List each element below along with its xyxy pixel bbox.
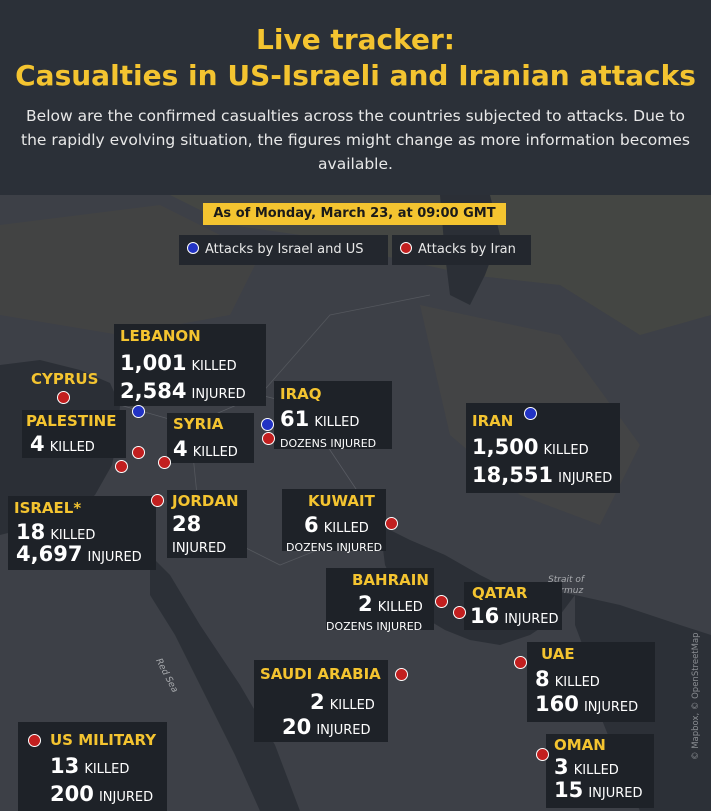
israel-box: ISRAEL* 18 KILLED 4,697 INJURED [8, 496, 156, 570]
lebanon-injured-row: 2,584 INJURED [120, 379, 246, 403]
iran-name: IRAN [472, 412, 514, 430]
lebanon-marker [132, 405, 145, 418]
palestine-name: PALESTINE [26, 412, 117, 430]
uae-killed-row: 8 KILLED [535, 667, 600, 691]
israel-injured-row: 4,697 INJURED [16, 542, 142, 566]
oman-box: OMAN 3 KILLED 15 INJURED [546, 734, 654, 808]
iraq-killed-row: 61 KILLED [280, 407, 360, 431]
oman-name: OMAN [554, 736, 606, 754]
israel-name: ISRAEL* [14, 499, 82, 517]
saudi-killed-row: 2 KILLED [310, 690, 375, 714]
palestine-box: PALESTINE 4 KILLED [22, 410, 126, 458]
jordan-value-row: 28 [172, 512, 202, 536]
iran-injured-row: 18,551 INJURED [472, 463, 613, 487]
blue-dot-icon [187, 242, 199, 254]
iraq-injured-row: DOZENS INJURED [280, 437, 377, 450]
subtitle: Below are the confirmed casualties acros… [21, 107, 690, 173]
map-credit: © Mapbox, © OpenStreetMap [691, 632, 701, 760]
qatar-name: QATAR [472, 584, 528, 602]
uae-marker [514, 656, 527, 669]
lebanon-killed-row: 1,001 KILLED [120, 351, 237, 375]
date-banner: As of Monday, March 23, at 09:00 GMT [203, 203, 506, 225]
saudi-name: SAUDI ARABIA [260, 665, 381, 683]
map-label-strait: Strait of Hormuz [548, 575, 585, 596]
bahrain-injured-row: DOZENS INJURED [326, 620, 423, 633]
kuwait-marker [385, 517, 398, 530]
uae-injured-row: 160 INJURED [535, 692, 639, 716]
us-military-box: US MILITARY 13 KILLED 200 INJURED [18, 722, 167, 811]
iraq-marker-red [262, 432, 275, 445]
cyprus-marker [57, 391, 70, 404]
legend-blue-label: Attacks by Israel and US [205, 242, 364, 257]
lebanon-box: LEBANON 1,001 KILLED 2,584 INJURED [114, 324, 266, 406]
syria-marker-2 [158, 456, 171, 469]
red-dot-icon [400, 242, 412, 254]
jordan-box: JORDAN 28 INJURED [167, 490, 247, 558]
qatar-injured-row: 16 INJURED [470, 604, 559, 628]
jordan-label-row: INJURED [172, 541, 227, 556]
iran-marker [524, 407, 537, 420]
bahrain-name: BAHRAIN [352, 571, 429, 589]
palestine-marker [115, 460, 128, 473]
bahrain-box: BAHRAIN 2 KILLED DOZENS INJURED [326, 568, 434, 633]
us-military-killed-row: 13 KILLED [50, 754, 130, 778]
iraq-box: IRAQ 61 KILLED DOZENS INJURED [274, 381, 392, 450]
title-line-2: Casualties in US-Israeli and Iranian att… [15, 59, 696, 92]
iran-killed-row: 1,500 KILLED [472, 435, 589, 459]
kuwait-box: KUWAIT 6 KILLED DOZENS INJURED [282, 489, 386, 554]
syria-marker [132, 446, 145, 459]
us-military-name: US MILITARY [50, 731, 157, 749]
us-military-marker [28, 734, 41, 747]
oman-injured-row: 15 INJURED [554, 778, 643, 802]
lebanon-name: LEBANON [120, 327, 201, 345]
saudi-injured-row: 20 INJURED [282, 715, 371, 739]
qatar-box: QATAR 16 INJURED [464, 582, 562, 630]
saudi-box: SAUDI ARABIA 2 KILLED 20 INJURED [254, 660, 388, 742]
us-military-injured-row: 200 INJURED [50, 782, 154, 806]
jordan-name: JORDAN [172, 492, 239, 510]
syria-killed-row: 4 KILLED [173, 437, 238, 461]
kuwait-name: KUWAIT [308, 492, 375, 510]
iraq-name: IRAQ [280, 385, 322, 403]
bahrain-marker [435, 595, 448, 608]
syria-box: SYRIA 4 KILLED [167, 413, 254, 463]
uae-box: UAE 8 KILLED 160 INJURED [527, 642, 655, 722]
cyprus-name: CYPRUS [31, 370, 99, 388]
saudi-marker [395, 668, 408, 681]
qatar-marker [453, 606, 466, 619]
header: Live tracker: Casualties in US-Israeli a… [0, 0, 711, 195]
syria-name: SYRIA [173, 415, 224, 433]
legend-red: Attacks by Iran [392, 235, 531, 265]
jordan-marker [151, 494, 164, 507]
legend-red-label: Attacks by Iran [418, 242, 516, 257]
palestine-killed-row: 4 KILLED [30, 432, 95, 456]
kuwait-killed-row: 6 KILLED [304, 513, 369, 537]
title-line-1: Live tracker: [256, 23, 455, 56]
israel-killed-row: 18 KILLED [16, 520, 96, 544]
bahrain-killed-row: 2 KILLED [358, 592, 423, 616]
uae-name: UAE [541, 645, 575, 663]
oman-marker [536, 748, 549, 761]
iran-box: IRAN 1,500 KILLED 18,551 INJURED [466, 403, 620, 493]
oman-killed-row: 3 KILLED [554, 755, 619, 779]
iraq-marker-blue [261, 418, 274, 431]
legend-blue: Attacks by Israel and US [179, 235, 388, 265]
kuwait-injured-row: DOZENS INJURED [286, 541, 383, 554]
